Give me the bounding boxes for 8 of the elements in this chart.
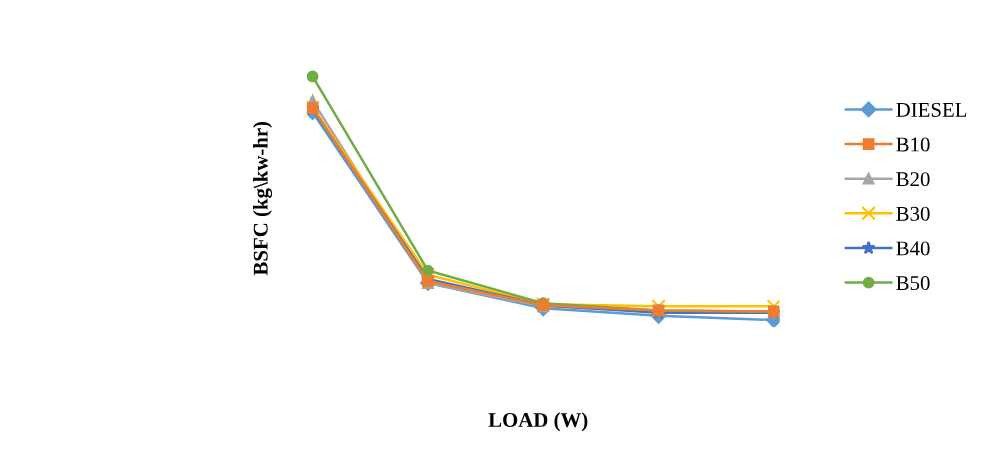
x-axis-title: LOAD (W) [488,412,588,432]
legend-label: B40 [896,241,930,256]
legend-label: DIESEL [896,102,967,117]
legend-label: B50 [896,276,930,291]
legend-label: B20 [896,172,930,187]
y-axis-title: BSFC (kg\kw-hr) [253,121,273,276]
legend-label: B10 [896,137,930,152]
legend-label: B30 [896,206,930,221]
